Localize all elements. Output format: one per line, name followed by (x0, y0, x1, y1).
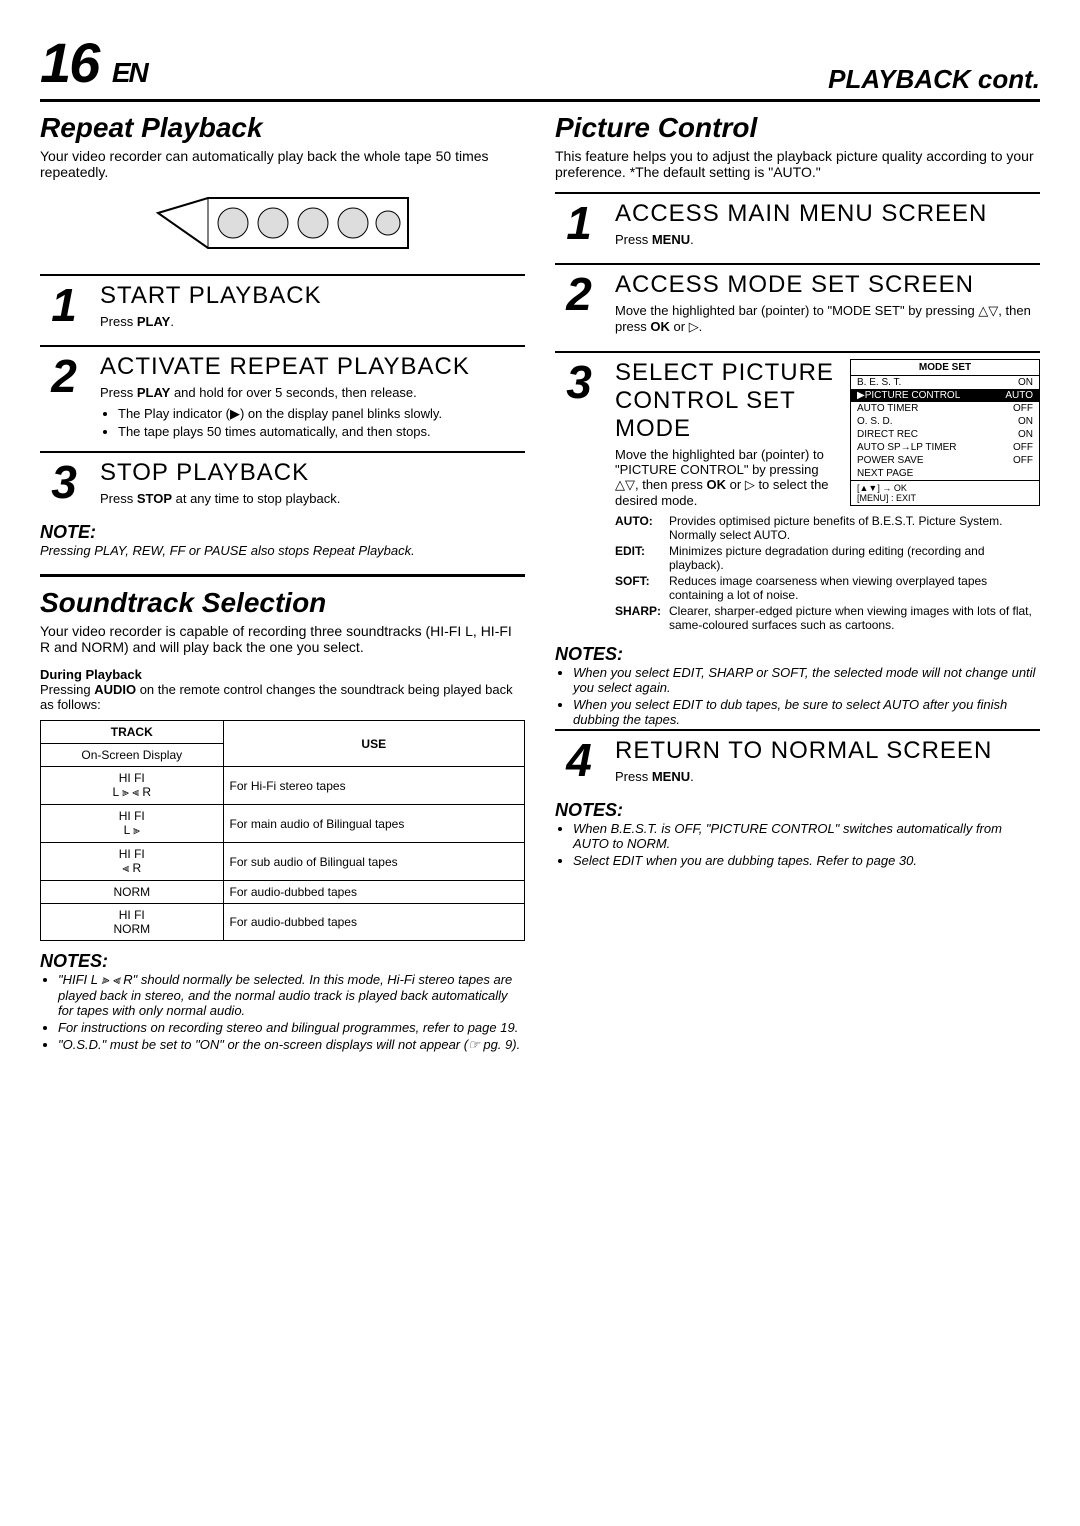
mode-set-row: AUTO TIMEROFF (851, 402, 1039, 415)
right-column: Picture Control This feature helps you t… (555, 112, 1040, 1055)
step: 1 ACCESS MAIN MENU SCREEN Press MENU. (555, 192, 1040, 253)
step-number: 3 (40, 459, 88, 512)
left-column: Repeat Playback Your video recorder can … (40, 112, 525, 1055)
note-item: For instructions on recording stereo and… (58, 1020, 525, 1035)
step-instruction: Press PLAY and hold for over 5 seconds, … (100, 385, 525, 400)
mode-set-row: POWER SAVEOFF (851, 454, 1039, 467)
step: 1 START PLAYBACK Press PLAY. (40, 274, 525, 335)
repeat-note-title: NOTE: (40, 522, 525, 543)
step-instruction: Press PLAY. (100, 314, 525, 329)
step: 2 ACTIVATE REPEAT PLAYBACK Press PLAY and … (40, 345, 525, 441)
table-row: HI FI ⫷ RFor sub audio of Bilingual tape… (41, 843, 525, 881)
step-title: ACCESS MAIN MENU SCREEN (615, 200, 1040, 228)
soundtrack-subhead: During Playback (40, 667, 525, 682)
step-instruction: Move the highlighted bar (pointer) to "M… (615, 303, 1040, 335)
bullet: The tape plays 50 times automatically, a… (118, 424, 525, 439)
picture-notes2: When B.E.S.T. is OFF, "PICTURE CONTROL" … (555, 821, 1040, 868)
mode-set-title: MODE SET (851, 360, 1039, 376)
table-row: HI FI L ⫸For main audio of Bilingual tap… (41, 805, 525, 843)
mode-def-row: SHARP:Clearer, sharper-edged picture whe… (615, 604, 1040, 632)
step-instruction: Press MENU. (615, 232, 1040, 247)
note-item: Select EDIT when you are dubbing tapes. … (573, 853, 1040, 868)
table-subhead: On-Screen Display (41, 744, 224, 767)
page-header: 16 EN PLAYBACK cont. (40, 30, 1040, 102)
mode-set-row: O. S. D.ON (851, 415, 1039, 428)
bullet: The Play indicator (▶) on the display pa… (118, 406, 525, 422)
table-header-use: USE (223, 721, 524, 767)
step-instruction: Press STOP at any time to stop playback. (100, 491, 525, 506)
note-item: "HIFI L ⫸ ⫷ R" should normally be select… (58, 972, 525, 1018)
picture-title: Picture Control (555, 112, 1040, 144)
mode-def-row: SOFT:Reduces image coarseness when viewi… (615, 574, 1040, 602)
page-num-value: 16 (40, 31, 98, 94)
mode-set-panel: MODE SETB. E. S. T.ON▶PICTURE CONTROLAUT… (850, 359, 1040, 506)
step-number: 1 (40, 282, 88, 335)
soundtrack-desc: Your video recorder is capable of record… (40, 623, 525, 655)
step-title: ACCESS MODE SET SCREEN (615, 271, 1040, 299)
step-number: 4 (555, 737, 603, 790)
step-number: 1 (555, 200, 603, 253)
mode-set-footer: [▲▼] → OK[MENU] : EXIT (851, 480, 1039, 505)
use-cell: For audio-dubbed tapes (223, 881, 524, 904)
mode-set-row: ▶PICTURE CONTROLAUTO (851, 389, 1039, 402)
page-number: 16 EN (40, 30, 147, 95)
step: 2 ACCESS MODE SET SCREEN Move the highligh… (555, 263, 1040, 341)
tape-diagram (143, 192, 423, 262)
track-cell: NORM (41, 881, 224, 904)
picture-notes1: When you select EDIT, SHARP or SOFT, the… (555, 665, 1040, 727)
soundtrack-notes-title: NOTES: (40, 951, 525, 972)
step-number: 2 (555, 271, 603, 341)
track-table: TRACK USE On-Screen Display HI FI L ⫸ ⫷ … (40, 720, 525, 941)
table-row: NORMFor audio-dubbed tapes (41, 881, 525, 904)
bold-key: AUDIO (94, 682, 136, 697)
mode-set-row: DIRECT RECON (851, 428, 1039, 441)
step-title: ACTIVATE REPEAT PLAYBACK (100, 353, 525, 381)
step-instruction: Press MENU. (615, 769, 1040, 784)
picture-notes2-title: NOTES: (555, 800, 1040, 821)
step-title: RETURN TO NORMAL SCREEN (615, 737, 1040, 765)
track-cell: HI FI L ⫸ ⫷ R (41, 767, 224, 805)
repeat-title: Repeat Playback (40, 112, 525, 144)
step: 4 RETURN TO NORMAL SCREEN Press MENU. (555, 729, 1040, 790)
mode-def-row: AUTO:Provides optimised picture benefits… (615, 514, 1040, 542)
mode-set-row: NEXT PAGE (851, 467, 1039, 480)
step: 3 STOP PLAYBACK Press STOP at any time to … (40, 451, 525, 512)
use-cell: For main audio of Bilingual tapes (223, 805, 524, 843)
use-cell: For sub audio of Bilingual tapes (223, 843, 524, 881)
text: Pressing (40, 682, 94, 697)
step-title: STOP PLAYBACK (100, 459, 525, 487)
note-item: "O.S.D." must be set to "ON" or the on-s… (58, 1037, 525, 1053)
note-item: When you select EDIT to dub tapes, be su… (573, 697, 1040, 727)
header-title: PLAYBACK cont. (828, 64, 1040, 95)
soundtrack-subdesc: Pressing AUDIO on the remote control cha… (40, 682, 525, 712)
use-cell: For Hi-Fi stereo tapes (223, 767, 524, 805)
table-row: HI FI NORMFor audio-dubbed tapes (41, 904, 525, 941)
use-cell: For audio-dubbed tapes (223, 904, 524, 941)
repeat-desc: Your video recorder can automatically pl… (40, 148, 525, 180)
step-bullets: The Play indicator (▶) on the display pa… (100, 406, 525, 439)
step: 3 MODE SETB. E. S. T.ON▶PICTURE CONTROLAU… (555, 351, 1040, 634)
mode-def-row: EDIT:Minimizes picture degradation durin… (615, 544, 1040, 572)
repeat-note-body: Pressing PLAY, REW, FF or PAUSE also sto… (40, 543, 525, 558)
picture-notes1-title: NOTES: (555, 644, 1040, 665)
soundtrack-title: Soundtrack Selection (40, 587, 525, 619)
mode-set-row: B. E. S. T.ON (851, 376, 1039, 389)
step-number: 3 (555, 359, 603, 634)
mode-set-row: AUTO SP→LP TIMEROFF (851, 441, 1039, 454)
page-lang: EN (112, 57, 147, 88)
track-cell: HI FI ⫷ R (41, 843, 224, 881)
picture-desc: This feature helps you to adjust the pla… (555, 148, 1040, 180)
table-header-track: TRACK (41, 721, 224, 744)
table-row: HI FI L ⫸ ⫷ RFor Hi-Fi stereo tapes (41, 767, 525, 805)
mode-definitions: AUTO:Provides optimised picture benefits… (615, 514, 1040, 632)
track-cell: HI FI L ⫸ (41, 805, 224, 843)
step-number: 2 (40, 353, 88, 441)
soundtrack-notes: "HIFI L ⫸ ⫷ R" should normally be select… (40, 972, 525, 1053)
track-cell: HI FI NORM (41, 904, 224, 941)
note-item: When B.E.S.T. is OFF, "PICTURE CONTROL" … (573, 821, 1040, 851)
step-title: START PLAYBACK (100, 282, 525, 310)
note-item: When you select EDIT, SHARP or SOFT, the… (573, 665, 1040, 695)
